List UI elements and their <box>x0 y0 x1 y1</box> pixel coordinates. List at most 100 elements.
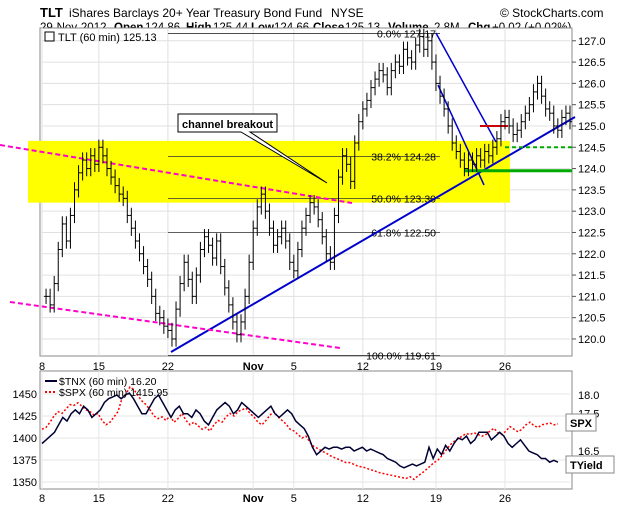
price-bar <box>450 118 455 151</box>
main-y-tick-label: 126.0 <box>578 78 606 90</box>
price-bar <box>409 50 414 70</box>
main-y-tick-label: 123.5 <box>578 185 606 197</box>
main-y-tick-label: 121.5 <box>578 270 606 282</box>
price-bar <box>381 62 386 83</box>
lower-x-tick-label: 12 <box>357 493 369 505</box>
main-overlays: 0.0% 127.17 38.2% 124.28 50.0% 123.30 61.8%… <box>0 29 576 363</box>
price-bar <box>299 220 304 258</box>
price-bar <box>84 152 89 177</box>
lower-left-tick-label: 1350 <box>13 477 37 489</box>
tyield-tag-text: TYield <box>570 460 603 472</box>
lower-legend: $TNX (60 min) 16.20 $SPX (60 min) 1415.9… <box>45 376 168 399</box>
price-bar <box>320 212 325 245</box>
price-bar <box>563 105 568 126</box>
price-bar <box>308 194 313 224</box>
price-bar <box>157 305 162 326</box>
price-bar <box>401 41 406 75</box>
price-bar <box>429 33 434 70</box>
fib-level-label: 0.0% 127.17 <box>377 29 436 41</box>
lower-x-tick-label: Nov <box>243 493 265 505</box>
tyield-tag-box <box>565 455 615 474</box>
price-bar <box>100 139 105 164</box>
main-y-tick-label: 120.5 <box>578 313 606 325</box>
rising-trendline <box>170 116 576 353</box>
price-bar <box>568 105 572 130</box>
main-legend-text: TLT (60 min) 125.13 <box>58 32 157 44</box>
lower-right-tick-label: 18.0 <box>578 390 599 402</box>
price-bar <box>478 148 483 168</box>
price-bar <box>161 309 166 334</box>
price-bar <box>312 194 317 215</box>
price-bar <box>405 41 410 66</box>
price-bar <box>340 148 345 185</box>
price-bar <box>287 233 292 270</box>
fib-level-label: 50.0% 123.30 <box>371 193 436 205</box>
spx-tag-box <box>565 413 597 432</box>
price-bar <box>389 62 394 96</box>
price-bar <box>145 258 150 287</box>
callout-text: channel breakout <box>182 119 273 131</box>
price-bar <box>413 37 418 70</box>
main-panel: 0.0% 127.17 38.2% 124.28 50.0% 123.30 61.8%… <box>0 27 606 373</box>
price-bar <box>498 114 503 147</box>
price-bar <box>125 190 130 224</box>
price-bar <box>316 199 321 228</box>
main-x-tick-label: 12 <box>357 361 369 373</box>
price-bar <box>104 148 109 177</box>
price-bar <box>263 186 268 219</box>
price-bar <box>109 160 114 185</box>
price-bar <box>279 220 284 245</box>
main-y-tick-label: 125.5 <box>578 100 606 112</box>
fund-name: iShares Barclays 20+ Year Treasury Bond … <box>69 6 322 20</box>
lower-plot-frame <box>39 370 573 490</box>
main-y-tick-label: 123.0 <box>578 206 606 218</box>
price-bar <box>169 322 174 347</box>
price-bar <box>255 199 260 236</box>
main-y-tick-label: 121.0 <box>578 291 606 303</box>
price-bar <box>336 169 341 224</box>
price-bar <box>80 152 85 181</box>
watermark: © StockCharts.com <box>500 6 604 20</box>
price-bar <box>72 182 77 224</box>
lower-x-tick-label: 5 <box>291 493 297 505</box>
price-bar <box>531 84 536 113</box>
main-x-tick-label: 5 <box>291 361 297 373</box>
tnx-legend-text: $TNX (60 min) 16.20 <box>59 376 157 388</box>
price-bar <box>442 88 447 117</box>
price-bar <box>360 101 365 130</box>
price-bar <box>511 118 516 143</box>
main-y-tick-label: 127.0 <box>578 36 606 48</box>
price-bar <box>417 28 422 53</box>
price-bar <box>206 229 211 253</box>
price-bar <box>324 229 329 262</box>
price-bar <box>182 254 187 292</box>
lower-x-tick-label: 22 <box>162 493 174 505</box>
main-y-tick-label: 122.5 <box>578 227 606 239</box>
price-bar <box>352 135 357 190</box>
price-bar <box>88 148 93 177</box>
lower-right-tick-label: 16.5 <box>578 446 599 458</box>
lower-x-tick-label: 26 <box>499 493 511 505</box>
spx-tag: SPX <box>565 413 597 432</box>
price-bar <box>198 241 203 283</box>
price-bar <box>133 220 138 249</box>
fib-level-label: 61.8% 122.50 <box>371 227 436 239</box>
price-bar <box>190 271 195 305</box>
price-bar <box>425 33 430 57</box>
price-bar <box>153 288 158 322</box>
price-bar <box>251 220 256 270</box>
lower-left-tick-label: 1425 <box>13 411 37 423</box>
lower-x-axis: 8 15 22 Nov 5 12 19 26 <box>39 493 511 505</box>
price-bar <box>348 156 353 190</box>
main-x-tick-label: Nov <box>243 361 265 373</box>
price-bar <box>462 152 467 177</box>
price-bar <box>149 271 154 305</box>
price-bar <box>344 148 349 172</box>
price-bar <box>454 135 459 160</box>
fib-level-label: 100.0% 119.61 <box>366 351 436 363</box>
falling-channel-upper <box>435 32 497 143</box>
callout-box <box>177 113 328 184</box>
price-bar <box>551 105 556 134</box>
price-bar <box>121 186 126 207</box>
price-bar <box>271 220 276 253</box>
